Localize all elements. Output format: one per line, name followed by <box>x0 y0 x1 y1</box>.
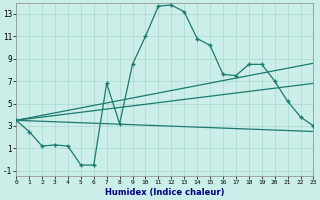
X-axis label: Humidex (Indice chaleur): Humidex (Indice chaleur) <box>105 188 225 197</box>
